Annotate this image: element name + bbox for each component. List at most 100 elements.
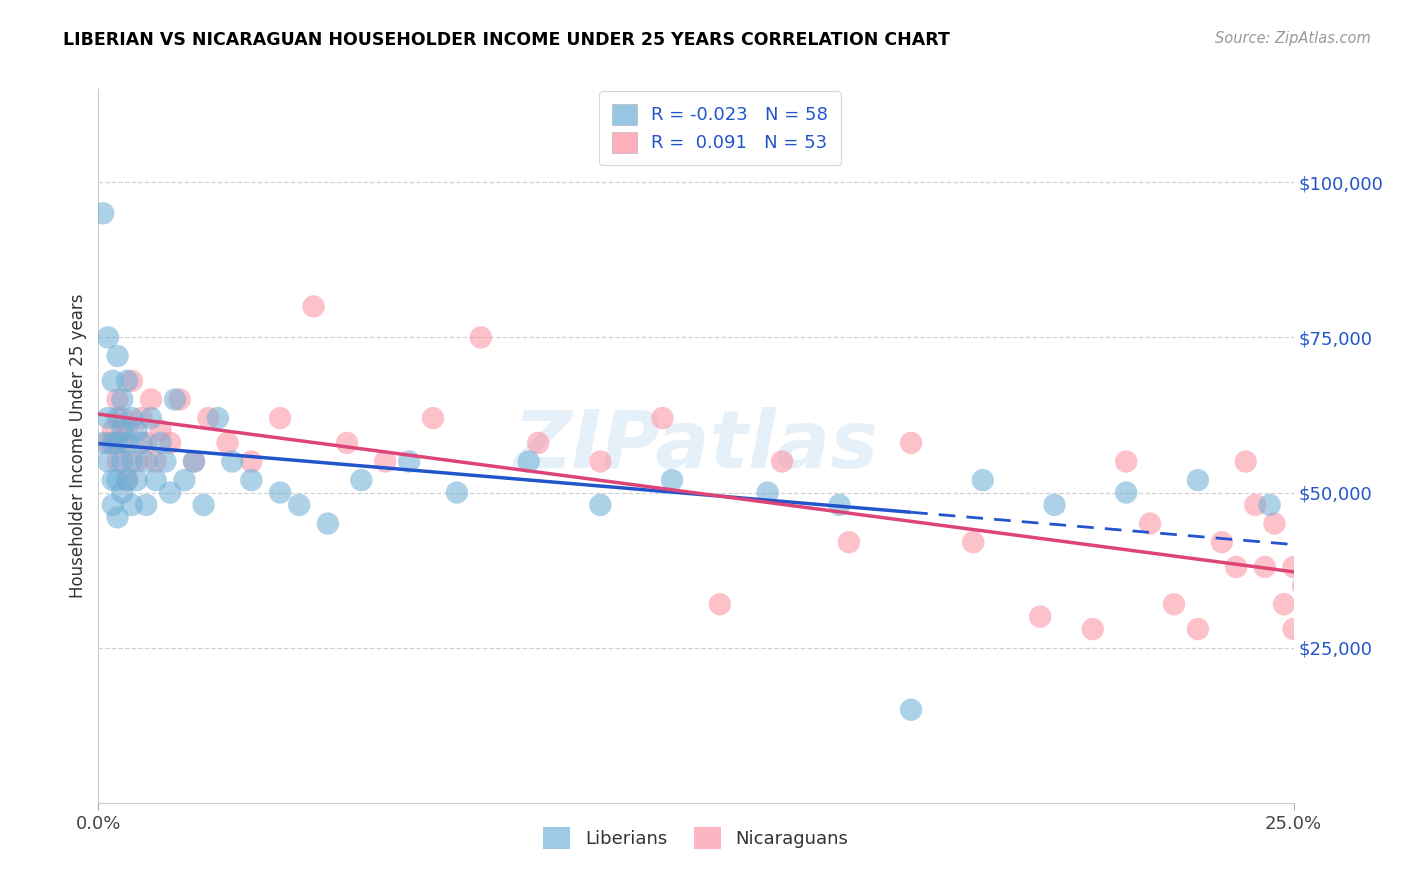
Point	[1292, 579, 1315, 593]
Point	[446, 485, 468, 500]
Point	[111, 411, 134, 425]
Point	[131, 411, 153, 425]
Point	[139, 411, 162, 425]
Point	[107, 349, 129, 363]
Point	[135, 454, 157, 468]
Point	[398, 454, 420, 468]
Point	[1115, 454, 1137, 468]
Point	[121, 411, 143, 425]
Point	[197, 411, 219, 425]
Point	[97, 454, 120, 468]
Point	[91, 436, 114, 450]
Point	[1306, 609, 1329, 624]
Point	[155, 454, 177, 468]
Point	[91, 206, 114, 220]
Point	[121, 454, 143, 468]
Point	[302, 299, 325, 313]
Point	[169, 392, 191, 407]
Point	[101, 436, 124, 450]
Point	[101, 424, 124, 438]
Point	[336, 436, 359, 450]
Point	[374, 454, 396, 468]
Point	[709, 597, 731, 611]
Point	[770, 454, 793, 468]
Point	[111, 424, 134, 438]
Point	[1225, 560, 1247, 574]
Point	[1234, 454, 1257, 468]
Point	[240, 473, 263, 487]
Point	[97, 330, 120, 344]
Point	[193, 498, 215, 512]
Point	[183, 454, 205, 468]
Point	[107, 510, 129, 524]
Point	[1187, 473, 1209, 487]
Point	[1258, 498, 1281, 512]
Point	[125, 454, 148, 468]
Point	[422, 411, 444, 425]
Point	[1163, 597, 1185, 611]
Point	[101, 498, 124, 512]
Point	[125, 473, 148, 487]
Point	[1272, 597, 1295, 611]
Point	[111, 392, 134, 407]
Point	[159, 436, 181, 450]
Point	[972, 473, 994, 487]
Point	[1043, 498, 1066, 512]
Point	[1254, 560, 1277, 574]
Point	[1282, 560, 1305, 574]
Point	[1187, 622, 1209, 636]
Point	[101, 473, 124, 487]
Point	[115, 424, 138, 438]
Point	[107, 454, 129, 468]
Point	[661, 473, 683, 487]
Point	[173, 473, 195, 487]
Point	[1296, 622, 1319, 636]
Point	[111, 436, 134, 450]
Point	[111, 454, 134, 468]
Point	[589, 454, 612, 468]
Point	[1244, 498, 1267, 512]
Point	[316, 516, 339, 531]
Point	[107, 392, 129, 407]
Point	[651, 411, 673, 425]
Text: LIBERIAN VS NICARAGUAN HOUSEHOLDER INCOME UNDER 25 YEARS CORRELATION CHART: LIBERIAN VS NICARAGUAN HOUSEHOLDER INCOM…	[63, 31, 950, 49]
Point	[107, 473, 129, 487]
Point	[135, 436, 157, 450]
Point	[107, 436, 129, 450]
Point	[217, 436, 239, 450]
Point	[139, 392, 162, 407]
Point	[288, 498, 311, 512]
Point	[97, 436, 120, 450]
Point	[828, 498, 851, 512]
Point	[115, 473, 138, 487]
Point	[149, 424, 172, 438]
Point	[135, 498, 157, 512]
Point	[121, 498, 143, 512]
Point	[1211, 535, 1233, 549]
Point	[149, 436, 172, 450]
Legend: Liberians, Nicaraguans: Liberians, Nicaraguans	[534, 818, 858, 858]
Point	[269, 411, 291, 425]
Point	[115, 436, 138, 450]
Point	[756, 485, 779, 500]
Text: ZIPatlas: ZIPatlas	[513, 407, 879, 485]
Point	[900, 703, 922, 717]
Point	[1081, 622, 1104, 636]
Point	[589, 498, 612, 512]
Point	[470, 330, 492, 344]
Point	[1139, 516, 1161, 531]
Point	[838, 535, 860, 549]
Point	[900, 436, 922, 450]
Point	[121, 374, 143, 388]
Point	[962, 535, 984, 549]
Point	[115, 374, 138, 388]
Point	[269, 485, 291, 500]
Point	[1282, 622, 1305, 636]
Text: Source: ZipAtlas.com: Source: ZipAtlas.com	[1215, 31, 1371, 46]
Point	[527, 436, 550, 450]
Point	[517, 454, 540, 468]
Point	[159, 485, 181, 500]
Y-axis label: Householder Income Under 25 years: Householder Income Under 25 years	[69, 293, 87, 599]
Point	[1029, 609, 1052, 624]
Point	[125, 424, 148, 438]
